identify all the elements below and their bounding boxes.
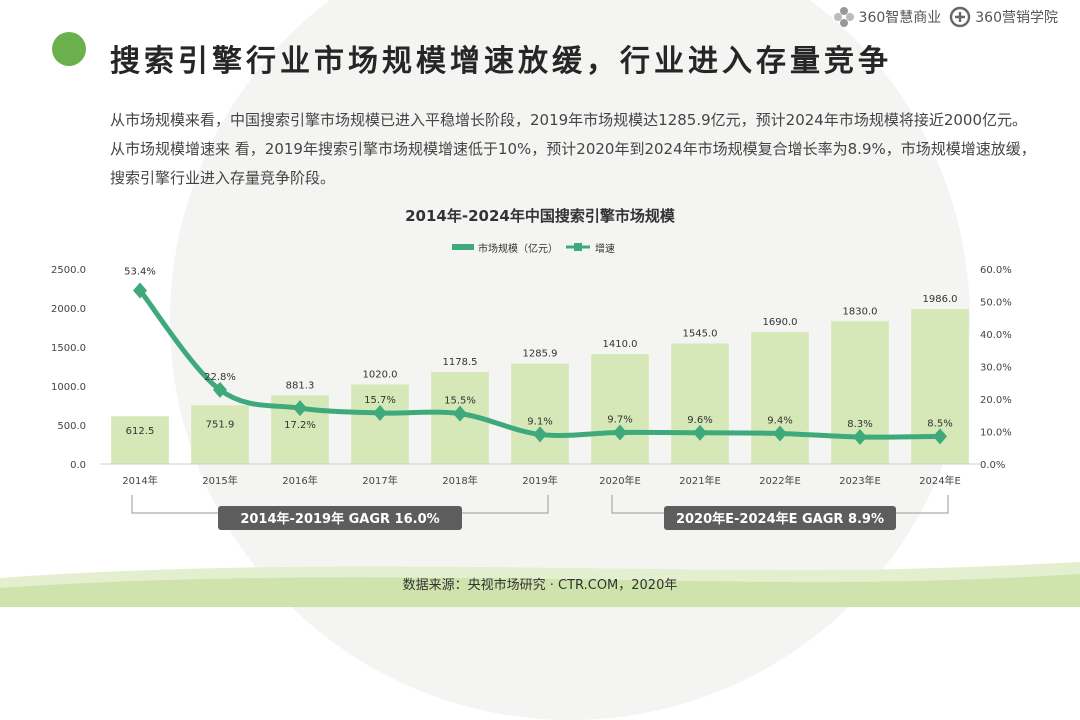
growth-value-label: 9.1% bbox=[527, 416, 552, 427]
logo-360-smart-business: 360智慧商业 bbox=[833, 6, 942, 28]
bar-market-size bbox=[351, 384, 409, 464]
growth-value-label: 9.4% bbox=[767, 415, 792, 426]
intro-paragraph: 从市场规模来看，中国搜索引擎市场规模已进入平稳增长阶段，2019年市场规模达12… bbox=[110, 111, 1036, 187]
left-axis-tick-label: 1000.0 bbox=[51, 382, 86, 393]
bar-market-size bbox=[671, 343, 729, 464]
bar-value-label: 881.3 bbox=[286, 380, 315, 391]
bottom-wave-decoration bbox=[0, 562, 1080, 607]
bar-value-label: 1285.9 bbox=[523, 349, 558, 360]
bar-value-label: 1020.0 bbox=[363, 369, 398, 380]
growth-marker bbox=[373, 404, 387, 421]
bar-value-label: 1410.0 bbox=[603, 339, 638, 350]
growth-value-label: 9.7% bbox=[607, 414, 632, 425]
cagr-2014-2019-badge bbox=[218, 506, 462, 530]
right-axis-tick-label: 40.0% bbox=[980, 330, 1012, 341]
cagr-2020-2024-label: 2020年E-2024年E GAGR 8.9% bbox=[676, 511, 884, 527]
data-source-note: 数据来源：央视市场研究 · CTR.COM，2020年 bbox=[0, 574, 1080, 593]
growth-marker bbox=[533, 426, 547, 443]
growth-value-label: 17.2% bbox=[284, 420, 316, 431]
x-axis-category-label: 2020年E bbox=[599, 474, 641, 487]
chart-title: 2014年-2024年中国搜索引擎市场规模 bbox=[405, 207, 676, 225]
left-axis-tick-label: 1500.0 bbox=[51, 343, 86, 354]
bar-value-label: 1178.5 bbox=[443, 357, 478, 368]
growth-marker bbox=[693, 424, 707, 441]
bar-value-label: 1690.0 bbox=[763, 317, 798, 328]
logo-text-2: 360营销学院 bbox=[975, 10, 1058, 26]
right-axis-tick-label: 30.0% bbox=[980, 363, 1012, 374]
flower-logo-icon bbox=[833, 7, 854, 27]
bar-market-size bbox=[191, 405, 249, 464]
page-title: 搜索引擎行业市场规模增速放缓，行业进入存量竞争 bbox=[110, 44, 892, 79]
bar-value-label: 1830.0 bbox=[843, 306, 878, 317]
legend-marker-growth bbox=[574, 243, 582, 251]
growth-rate-line bbox=[138, 288, 941, 440]
brand-logos: 360智慧商业 360营销学院 bbox=[833, 6, 1058, 28]
growth-marker bbox=[933, 428, 947, 445]
bar-market-size bbox=[511, 363, 569, 464]
logo-text-1: 360智慧商业 bbox=[858, 10, 942, 26]
growth-marker bbox=[613, 424, 627, 441]
x-axis-category-label: 2016年 bbox=[282, 474, 317, 487]
left-axis-tick-label: 2000.0 bbox=[51, 304, 86, 315]
cagr-2014-2019-label: 2014年-2019年 GAGR 16.0% bbox=[240, 511, 439, 527]
bar-market-size bbox=[751, 332, 809, 464]
x-axis-category-label: 2021年E bbox=[679, 474, 721, 487]
source-text: 数据来源：央视市场研究 · CTR.COM，2020年 bbox=[402, 578, 678, 593]
right-axis-tick-label: 60.0% bbox=[980, 265, 1012, 276]
left-axis-tick-label: 500.0 bbox=[57, 421, 86, 432]
growth-marker bbox=[773, 425, 787, 442]
growth-value-label: 22.8% bbox=[204, 372, 236, 383]
right-axis-tick-label: 50.0% bbox=[980, 298, 1012, 309]
bar-market-size bbox=[591, 354, 649, 464]
x-axis-category-label: 2018年 bbox=[442, 474, 477, 487]
left-axis-tick-label: 2500.0 bbox=[51, 265, 86, 276]
bar-value-label: 1986.0 bbox=[923, 294, 958, 305]
plus-circle-logo-icon bbox=[950, 6, 971, 28]
x-axis-category-label: 2019年 bbox=[522, 474, 557, 487]
x-axis-category-label: 2017年 bbox=[362, 474, 397, 487]
growth-marker bbox=[133, 282, 147, 299]
x-axis-category-label: 2022年E bbox=[759, 474, 801, 487]
left-axis-tick-label: 0.0 bbox=[70, 460, 86, 471]
bar-value-label: 1545.0 bbox=[683, 328, 718, 339]
logo-360-marketing-academy: 360营销学院 bbox=[949, 6, 1058, 28]
x-axis-category-label: 2015年 bbox=[202, 474, 237, 487]
growth-value-label: 15.7% bbox=[364, 395, 396, 406]
growth-marker bbox=[213, 381, 227, 398]
growth-value-label: 15.5% bbox=[444, 396, 476, 407]
growth-value-label: 9.6% bbox=[687, 415, 712, 426]
x-axis-category-label: 2024年E bbox=[919, 474, 961, 487]
right-axis-tick-label: 20.0% bbox=[980, 395, 1012, 406]
growth-marker bbox=[293, 400, 307, 417]
right-axis-tick-label: 10.0% bbox=[980, 428, 1012, 439]
legend-label-growth: 增速 bbox=[595, 242, 615, 255]
legend-label-market-size: 市场规模（亿元） bbox=[478, 242, 558, 255]
x-axis-category-label: 2023年E bbox=[839, 474, 881, 487]
title-bullet-dot bbox=[52, 32, 86, 66]
cagr-2020-2024-badge bbox=[664, 506, 896, 530]
growth-marker bbox=[853, 429, 867, 446]
bar-market-size bbox=[111, 416, 169, 464]
growth-marker bbox=[453, 405, 467, 422]
chart-container: 2014年-2024年中国搜索引擎市场规模市场规模（亿元） 增速 0.0 500.0 1… bbox=[0, 195, 1080, 565]
x-axis-category-label: 2014年 bbox=[122, 474, 157, 487]
bar-value-label: 751.9 bbox=[206, 419, 235, 430]
growth-value-label: 8.3% bbox=[847, 419, 872, 430]
right-axis-tick-label: 0.0% bbox=[980, 460, 1005, 471]
growth-value-label: 8.5% bbox=[927, 418, 952, 429]
bar-value-label: 612.5 bbox=[126, 426, 155, 437]
growth-value-label: 53.4% bbox=[124, 266, 156, 277]
legend-swatch-market-size bbox=[452, 244, 474, 250]
